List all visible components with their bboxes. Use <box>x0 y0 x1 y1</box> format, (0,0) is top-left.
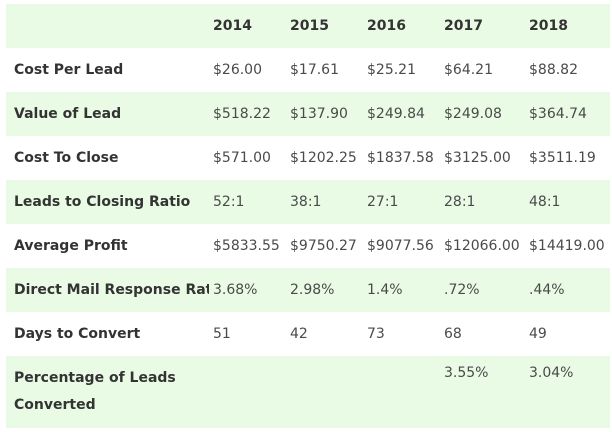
table-cell: $249.84 <box>367 106 425 122</box>
table-row: Percentage of Leads Converted 3.55% 3.04… <box>6 356 610 428</box>
row-label: Cost To Close <box>14 150 119 166</box>
table-cell: 3.55% <box>444 365 489 381</box>
row-label: Cost Per Lead <box>14 62 124 78</box>
table-cell: 42 <box>290 326 308 342</box>
table-cell: $3125.00 <box>444 150 511 166</box>
table-row: Average Profit $5833.55 $9750.27 $9077.5… <box>6 224 610 268</box>
table-cell: $9750.27 <box>290 238 357 254</box>
table-row: Leads to Closing Ratio 52:1 38:1 27:1 28… <box>6 180 610 224</box>
table-cell: 49 <box>529 326 547 342</box>
table-cell: .72% <box>444 282 480 298</box>
row-label: Days to Convert <box>14 326 141 342</box>
header-cell-year: 2018 <box>529 18 568 34</box>
table-cell: 2.98% <box>290 282 335 298</box>
row-label: Percentage of Leads Converted <box>14 370 176 413</box>
header-cell-year: 2017 <box>444 18 483 34</box>
table-cell: 51 <box>213 326 231 342</box>
table-cell: .44% <box>529 282 565 298</box>
header-cell-empty <box>6 4 209 48</box>
table-cell: 73 <box>367 326 385 342</box>
row-label: Value of Lead <box>14 106 122 122</box>
table-cell: 38:1 <box>290 194 322 210</box>
table-cell: $1837.58 <box>367 150 434 166</box>
header-cell-year: 2016 <box>367 18 406 34</box>
table-row: Cost Per Lead $26.00 $17.61 $25.21 $64.2… <box>6 48 610 92</box>
row-label: Average Profit <box>14 238 128 254</box>
table-cell: $14419.00 <box>529 238 605 254</box>
table-cell: $88.82 <box>529 62 578 78</box>
data-table-container: 2014 2015 2016 2017 2018 Cost Per Lead $… <box>6 4 610 428</box>
table-header-row: 2014 2015 2016 2017 2018 <box>6 4 610 48</box>
table-cell: $26.00 <box>213 62 262 78</box>
row-label: Leads to Closing Ratio <box>14 194 191 210</box>
table-row: Cost To Close $571.00 $1202.25 $1837.58 … <box>6 136 610 180</box>
table-cell: 27:1 <box>367 194 399 210</box>
header-cell-year: 2015 <box>290 18 329 34</box>
table-cell: $249.08 <box>444 106 502 122</box>
table-cell: 3.04% <box>529 365 574 381</box>
table-cell: $518.22 <box>213 106 271 122</box>
table-cell: 68 <box>444 326 462 342</box>
lead-metrics-table: 2014 2015 2016 2017 2018 Cost Per Lead $… <box>6 4 610 428</box>
table-row: Days to Convert 51 42 73 68 49 <box>6 312 610 356</box>
table-cell: $364.74 <box>529 106 587 122</box>
table-cell <box>209 356 286 428</box>
table-cell: $3511.19 <box>529 150 596 166</box>
table-cell: $5833.55 <box>213 238 280 254</box>
table-cell: $1202.25 <box>290 150 357 166</box>
table-cell: 48:1 <box>529 194 561 210</box>
table-cell: $25.21 <box>367 62 416 78</box>
table-row: Value of Lead $518.22 $137.90 $249.84 $2… <box>6 92 610 136</box>
row-label: Direct Mail Response Rate <box>14 282 209 298</box>
table-cell: 3.68% <box>213 282 258 298</box>
table-cell: $64.21 <box>444 62 493 78</box>
table-cell <box>363 356 440 428</box>
table-cell: $12066.00 <box>444 238 520 254</box>
table-cell: $137.90 <box>290 106 348 122</box>
table-cell <box>286 356 363 428</box>
table-cell: 28:1 <box>444 194 476 210</box>
table-row: Direct Mail Response Rate 3.68% 2.98% 1.… <box>6 268 610 312</box>
table-cell: 52:1 <box>213 194 245 210</box>
table-cell: $9077.56 <box>367 238 434 254</box>
table-cell: 1.4% <box>367 282 403 298</box>
header-cell-year: 2014 <box>213 18 252 34</box>
table-cell: $571.00 <box>213 150 271 166</box>
table-cell: $17.61 <box>290 62 339 78</box>
